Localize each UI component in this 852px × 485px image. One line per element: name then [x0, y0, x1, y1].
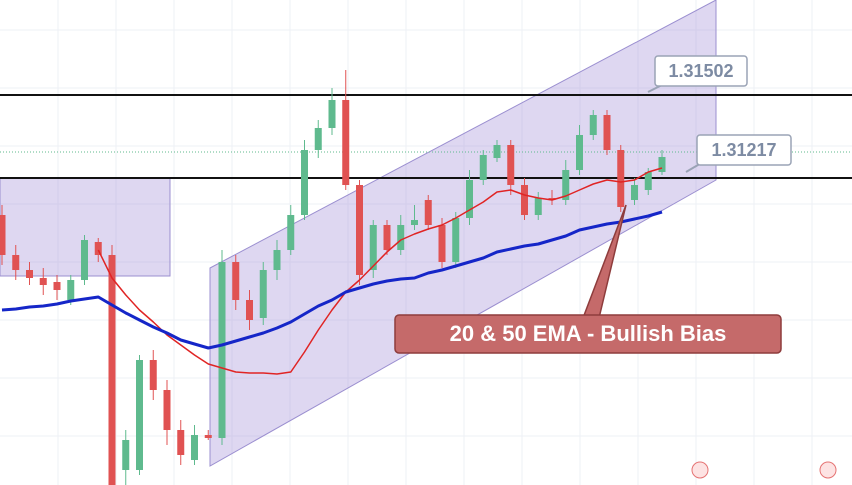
event-icon: [819, 461, 837, 479]
ascending-channel: [209, 0, 717, 467]
candle-body: [424, 200, 432, 225]
candle-body: [438, 225, 446, 262]
candle-body: [177, 430, 185, 455]
price-label-2: 1.31217: [685, 134, 792, 173]
candle-body: [108, 255, 116, 485]
candle-body: [273, 250, 281, 270]
label-box: [696, 134, 792, 166]
candle-body: [218, 262, 226, 438]
candle-body: [576, 135, 583, 170]
price-label: 1.31502: [668, 61, 733, 81]
candle-body: [631, 185, 638, 200]
candle-body: [26, 270, 33, 278]
annotation: 20 & 50 EMA - Bullish Bias: [394, 204, 782, 354]
annotation-box: [394, 314, 782, 354]
price-label: 1.31217: [711, 140, 776, 160]
candle-body: [149, 360, 157, 390]
plot-area: [0, 70, 852, 485]
moving-average: [1, 210, 663, 350]
candle-body: [81, 240, 88, 280]
candle-body: [562, 170, 570, 200]
candle-body: [287, 215, 295, 250]
event-icon: [691, 461, 709, 479]
candle-body: [411, 220, 418, 225]
candle-body: [342, 100, 350, 185]
candle-body: [328, 100, 336, 128]
candle-body: [493, 145, 501, 158]
annotation-text: 20 & 50 EMA - Bullish Bias: [450, 321, 727, 346]
candle-body: [204, 435, 212, 438]
candle-body: [259, 270, 267, 318]
candle-body: [479, 155, 487, 180]
candle-body: [548, 198, 556, 200]
candle-body: [617, 150, 625, 207]
candle-body: [397, 225, 405, 250]
candle-body: [246, 300, 253, 320]
candle-body: [12, 255, 20, 270]
moving-average: [97, 167, 663, 375]
candle-body: [122, 440, 130, 470]
price-label-1: 1.31502: [647, 55, 748, 93]
candle-body: [383, 225, 391, 250]
candle-body: [163, 390, 171, 430]
candle-body: [53, 282, 61, 290]
candle-body: [466, 180, 473, 218]
candle-body: [658, 157, 666, 172]
candle-body: [534, 198, 542, 215]
candle-body: [67, 280, 75, 300]
label-box: [654, 55, 748, 87]
candle-body: [39, 278, 47, 285]
candle-body: [521, 185, 528, 215]
candle-body: [603, 115, 611, 150]
candle-body: [589, 115, 597, 135]
candle-body: [644, 172, 652, 190]
candle-body: [136, 360, 143, 470]
candle-body: [232, 262, 240, 300]
candle-body: [0, 215, 6, 255]
candle-body: [507, 145, 515, 185]
candle-body: [369, 225, 377, 270]
candle-body: [191, 435, 198, 460]
candle-body: [452, 218, 460, 262]
candle-body: [314, 128, 322, 150]
candle-body: [94, 242, 102, 255]
candle-body: [301, 150, 308, 215]
candle-body: [356, 185, 363, 275]
